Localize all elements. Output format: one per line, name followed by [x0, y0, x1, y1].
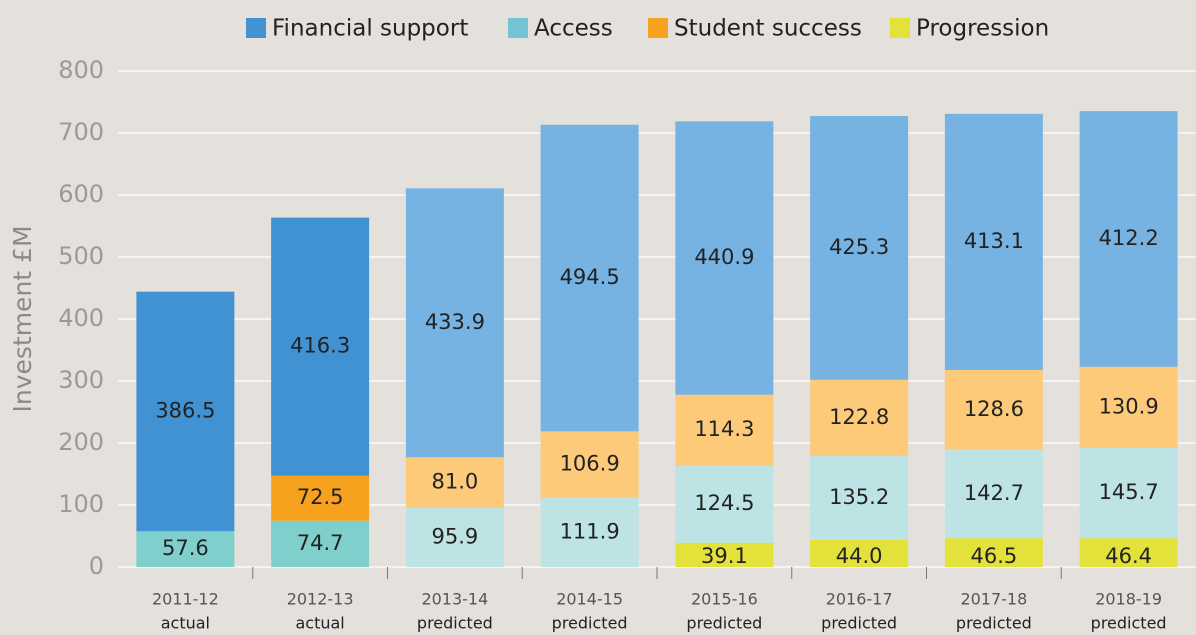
x-tick-label: 2014-15 — [556, 590, 623, 609]
bar-segment — [136, 531, 235, 567]
legend-swatch — [508, 18, 528, 38]
value-label: 72.5 — [297, 485, 344, 509]
value-label: 74.7 — [297, 531, 344, 555]
x-tick-label: 2012-13 — [287, 590, 354, 609]
value-label: 494.5 — [560, 265, 620, 289]
bar-segment — [944, 449, 1043, 539]
bar-segment — [1079, 447, 1178, 539]
bar-segment — [810, 455, 909, 540]
bar-segment — [1079, 366, 1178, 448]
x-tick-label: 2016-17 — [826, 590, 893, 609]
value-label: 425.3 — [829, 235, 889, 259]
x-tick-label: actual — [295, 614, 344, 633]
legend-label: Access — [534, 16, 613, 42]
y-axis-label: Investment £M — [8, 225, 37, 412]
value-label: 145.7 — [1099, 480, 1159, 504]
x-tick-label: 2018-19 — [1095, 590, 1162, 609]
y-tick-label: 700 — [58, 118, 104, 146]
bar-segment — [675, 542, 774, 567]
y-tick-label: 600 — [58, 180, 104, 208]
y-tick-label: 100 — [58, 490, 104, 518]
value-label: 433.9 — [425, 310, 485, 334]
value-label: 46.4 — [1105, 544, 1152, 568]
value-label: 416.3 — [290, 334, 350, 358]
value-label: 111.9 — [560, 519, 620, 543]
value-label: 122.8 — [829, 405, 889, 429]
bar-segment — [944, 369, 1043, 450]
bar-segment — [405, 507, 504, 567]
y-tick-label: 400 — [58, 304, 104, 332]
legend-swatch — [246, 18, 266, 38]
x-tick-label: 2017-18 — [960, 590, 1027, 609]
value-label: 81.0 — [431, 469, 478, 493]
y-tick-label: 300 — [58, 366, 104, 394]
bar-segment — [405, 188, 504, 458]
value-label: 114.3 — [694, 417, 754, 441]
bar-segment — [136, 291, 235, 532]
bar-segment — [944, 113, 1043, 370]
legend-swatch — [648, 18, 668, 38]
value-label: 57.6 — [162, 536, 209, 560]
bar-segment — [810, 116, 909, 380]
bar-segment — [1079, 111, 1178, 367]
value-label: 95.9 — [431, 524, 478, 548]
x-tick-label: 2013-14 — [421, 590, 488, 609]
bar-segment — [944, 538, 1043, 567]
value-label: 106.9 — [560, 451, 620, 475]
bar-segment — [271, 475, 370, 521]
bar-segment — [675, 465, 774, 543]
x-tick-label: predicted — [956, 614, 1032, 633]
value-label: 412.2 — [1099, 226, 1159, 250]
x-tick-label: 2011-12 — [152, 590, 219, 609]
bar-segment — [540, 497, 639, 567]
bar-segment — [675, 121, 774, 395]
bar-segment — [271, 217, 370, 476]
legend-label: Progression — [916, 16, 1049, 42]
value-label: 130.9 — [1099, 394, 1159, 418]
value-label: 46.5 — [970, 544, 1017, 568]
value-label: 128.6 — [964, 397, 1024, 421]
y-tick-label: 800 — [58, 56, 104, 84]
bar-segment — [540, 431, 639, 498]
legend-label: Financial support — [272, 16, 468, 42]
x-tick-label: predicted — [686, 614, 762, 633]
value-label: 386.5 — [155, 398, 215, 422]
value-label: 135.2 — [829, 485, 889, 509]
x-tick-label: 2015-16 — [691, 590, 758, 609]
value-label: 44.0 — [836, 544, 883, 568]
value-label: 124.5 — [694, 491, 754, 515]
bar-segment — [810, 379, 909, 456]
bar-segment — [810, 539, 909, 567]
value-label: 142.7 — [964, 481, 1024, 505]
x-tick-label: actual — [161, 614, 210, 633]
bar-segment — [405, 457, 504, 508]
y-tick-label: 200 — [58, 428, 104, 456]
x-tick-label: predicted — [821, 614, 897, 633]
x-tick-label: predicted — [1091, 614, 1167, 633]
value-label: 440.9 — [694, 245, 754, 269]
y-tick-label: 0 — [89, 552, 104, 580]
bar-segment — [1079, 538, 1178, 567]
bar-segment — [271, 520, 370, 567]
legend-swatch — [890, 18, 910, 38]
x-tick-label: predicted — [552, 614, 628, 633]
legend-label: Student success — [674, 16, 862, 42]
bar-segment — [675, 394, 774, 466]
value-label: 39.1 — [701, 544, 748, 568]
value-label: 413.1 — [964, 229, 1024, 253]
bar-segment — [540, 124, 639, 432]
x-tick-label: predicted — [417, 614, 493, 633]
y-tick-label: 500 — [58, 242, 104, 270]
